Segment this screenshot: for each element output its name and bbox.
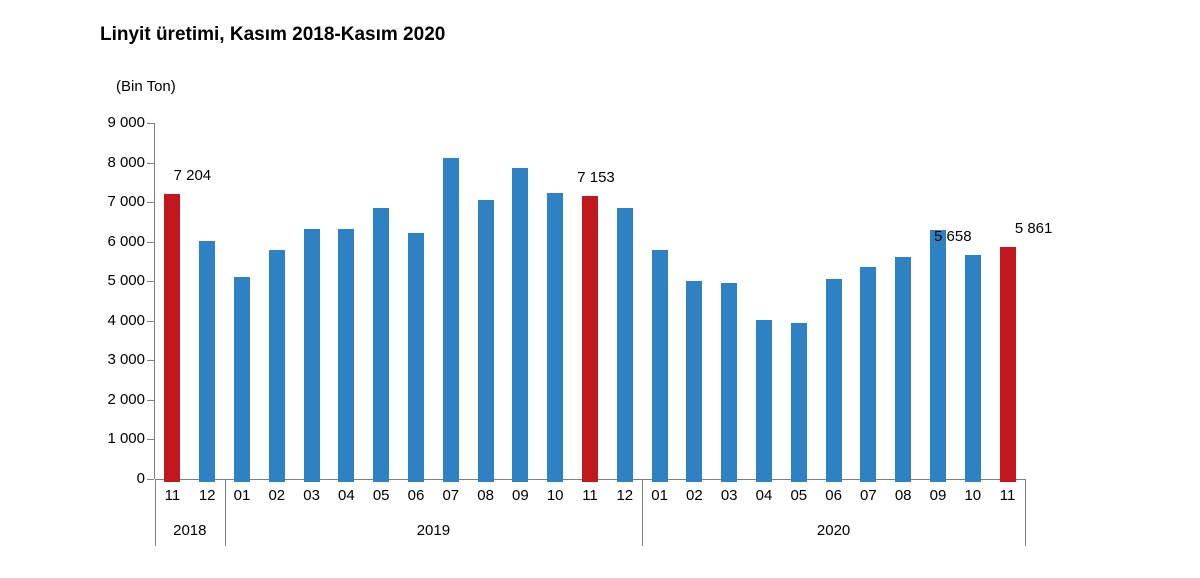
y-tick-label: 3 000 [107, 351, 145, 369]
y-tick-label: 0 [136, 470, 145, 487]
x-month-label: 07 [860, 487, 877, 504]
bar-value-label: 7 153 [577, 169, 615, 187]
x-month-label: 03 [720, 487, 738, 504]
chart-title: Linyit üretimi, Kasım 2018-Kasım 2020 [100, 24, 446, 45]
bar [268, 249, 285, 482]
bar [338, 229, 355, 482]
x-month-label: 11 [582, 487, 598, 504]
bar [895, 256, 912, 482]
y-tick-label: 4 000 [107, 311, 145, 329]
y-tick-mark [147, 162, 154, 164]
bar-value-label: 5 658 [934, 228, 972, 246]
y-tick-label: 2 000 [107, 390, 145, 408]
x-month-label: 01 [651, 487, 668, 504]
x-month-label: 06 [825, 487, 842, 504]
x-month-label: 09 [512, 487, 529, 504]
bar [964, 255, 981, 482]
x-month-label: 11 [164, 487, 181, 504]
x-month-label: 08 [477, 487, 494, 504]
bar-value-label: 7 204 [173, 167, 212, 185]
y-tick-label: 1 000 [107, 430, 145, 448]
y-tick-label: 8 000 [107, 153, 145, 171]
bar-value-label: 5 861 [1014, 220, 1053, 238]
y-tick-label: 5 000 [107, 272, 145, 290]
bar [477, 200, 494, 482]
bar [373, 208, 390, 482]
x-month-label: 05 [372, 487, 390, 504]
bar [234, 276, 250, 482]
x-month-label: 08 [894, 487, 912, 504]
bar [512, 167, 529, 482]
bar [408, 232, 424, 482]
bar [790, 323, 807, 482]
y-tick-mark [147, 320, 154, 322]
y-tick-mark [147, 479, 154, 480]
y-tick-mark [147, 281, 154, 283]
bar-highlighted [999, 247, 1016, 482]
x-month-label: 02 [268, 487, 286, 504]
unit-label: (Bin Ton) [116, 78, 176, 95]
y-tick-mark [147, 360, 154, 362]
bar [199, 241, 216, 482]
year-separator [642, 479, 644, 546]
year-label: 2020 [816, 522, 851, 539]
bar [860, 266, 877, 482]
y-tick-mark [147, 241, 154, 243]
y-tick-label: 6 000 [107, 232, 145, 250]
x-month-label: 12 [198, 487, 216, 504]
x-month-label: 05 [790, 487, 808, 504]
x-month-label: 01 [233, 487, 251, 504]
bar [825, 278, 842, 482]
y-tick-label: 7 000 [107, 193, 145, 211]
bar [616, 208, 633, 482]
bar [686, 280, 703, 482]
bar [303, 229, 320, 482]
x-month-label: 11 [999, 487, 1016, 504]
y-tick-mark [147, 123, 154, 124]
bar [721, 282, 738, 482]
year-separator [1025, 479, 1026, 546]
year-separator [155, 479, 156, 546]
y-axis-line [154, 123, 155, 479]
bar-highlighted [582, 196, 598, 482]
y-tick-label: 9 000 [107, 114, 145, 131]
x-month-label: 04 [755, 487, 773, 504]
bar-highlighted [164, 194, 181, 482]
x-month-label: 02 [686, 487, 703, 504]
x-month-label: 10 [546, 487, 564, 504]
x-month-label: 04 [338, 487, 355, 504]
x-month-label: 06 [407, 487, 425, 504]
y-tick-mark [147, 202, 154, 204]
x-month-label: 09 [929, 487, 947, 504]
x-month-label: 07 [442, 487, 460, 504]
year-separator [224, 479, 226, 546]
bar [756, 319, 772, 482]
bar [442, 157, 459, 482]
bar [651, 249, 668, 482]
x-month-label: 12 [616, 487, 634, 504]
bar [930, 229, 946, 482]
year-label: 2018 [173, 522, 207, 539]
y-tick-mark [147, 399, 154, 401]
x-month-label: 10 [964, 487, 982, 504]
x-month-label: 03 [303, 487, 320, 504]
y-tick-mark [147, 439, 154, 441]
year-label: 2019 [416, 522, 451, 539]
bar [547, 193, 564, 482]
